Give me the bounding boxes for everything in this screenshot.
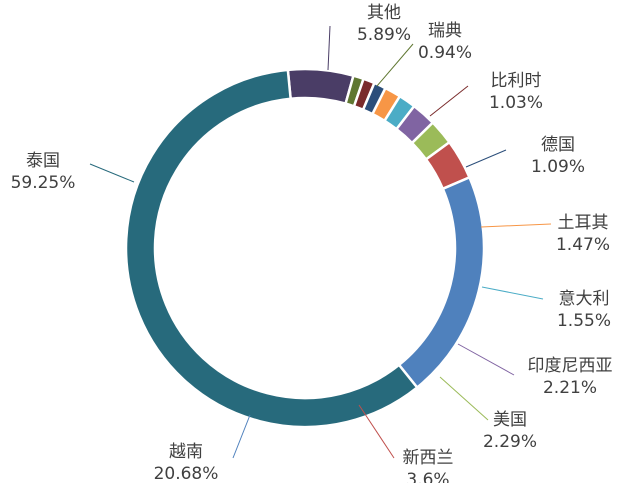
slices-group [124,67,486,429]
slice-label-6: 印度尼西亚 [528,356,613,376]
slice-label-9: 越南 [169,442,203,462]
slice-value-1: 0.94% [418,43,472,63]
leader-line-6 [457,343,515,376]
leader-line-1 [376,43,414,87]
slice-value-10: 59.25% [11,173,76,193]
leader-line-7 [439,376,489,421]
leader-line-8 [358,404,395,459]
slice-label-7: 美国 [493,410,527,430]
leader-lines-group [89,25,552,459]
slice-label-1: 瑞典 [428,21,462,41]
slice-label-2: 比利时 [491,71,542,91]
slice-label-8: 新西兰 [403,448,454,468]
slice-label-3: 德国 [541,135,575,155]
slice-value-4: 1.47% [556,235,610,255]
slice-value-7: 2.29% [483,432,537,452]
leader-line-10 [89,163,135,183]
leader-line-0 [327,25,331,71]
slice-value-3: 1.09% [531,157,585,177]
slice-label-10: 泰国 [26,151,60,171]
slice-value-5: 1.55% [557,311,611,331]
slice-value-9: 20.68% [154,464,219,483]
slice-10 [124,68,419,429]
slice-value-0: 5.89% [357,25,411,45]
leader-line-2 [429,85,469,117]
slice-9 [397,175,486,390]
slice-value-8: 3.6% [406,470,449,483]
slice-0 [286,67,355,106]
slice-label-5: 意大利 [559,289,610,309]
slice-label-0: 其他 [367,3,401,23]
leader-line-4 [480,223,552,228]
leader-line-3 [465,149,507,168]
slice-value-2: 1.03% [489,93,543,113]
slice-value-6: 2.21% [543,378,597,398]
slice-label-4: 土耳其 [558,213,609,233]
leader-line-9 [232,414,251,459]
leader-line-5 [481,286,544,300]
